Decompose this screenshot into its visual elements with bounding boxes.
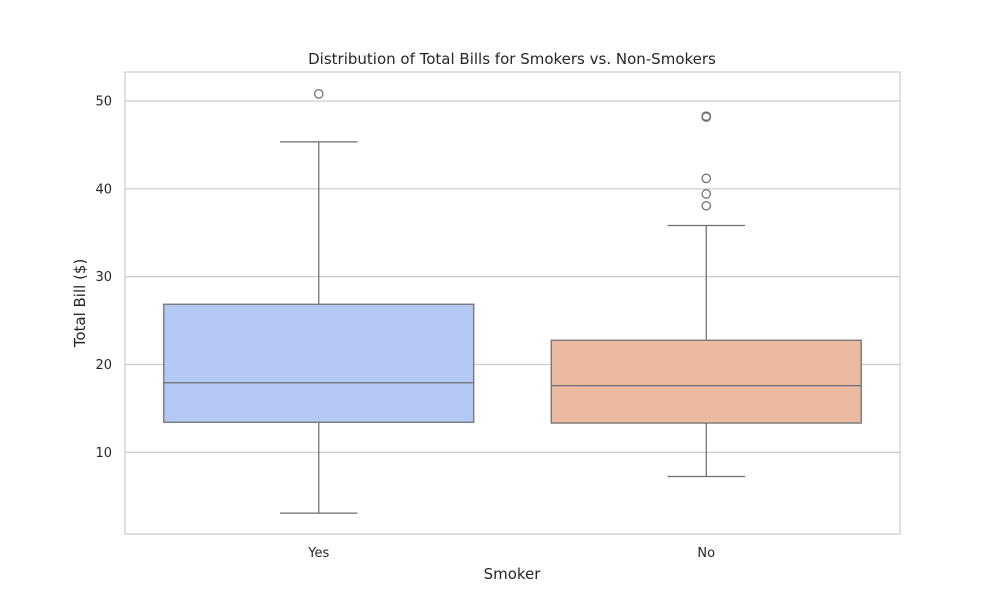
chart-title: Distribution of Total Bills for Smokers … [308, 50, 716, 68]
box-iqr [163, 303, 475, 423]
y-tick-label: 30 [95, 270, 112, 285]
x-tick-label: No [697, 546, 715, 561]
plot-area-frame [124, 71, 901, 535]
y-axis-label: Total Bill ($) [71, 259, 89, 349]
outlier-point [701, 173, 712, 184]
x-tick-labels: Yes No [307, 546, 715, 561]
outlier-point [701, 111, 712, 122]
x-tick-label: Yes [307, 546, 329, 561]
y-tick-label: 20 [95, 358, 112, 373]
outlier-point [701, 189, 712, 199]
box-layer [163, 89, 862, 514]
box-iqr [550, 339, 862, 424]
outlier-point [313, 89, 324, 99]
y-tick-labels: 10 20 30 40 50 [95, 94, 112, 460]
y-tick-label: 50 [95, 94, 112, 109]
y-tick-label: 40 [95, 182, 112, 197]
x-axis-label: Smoker [484, 565, 542, 583]
y-tick-label: 10 [95, 446, 112, 461]
outlier-point [701, 200, 712, 211]
box-group-yes [163, 89, 475, 514]
box-group-no [550, 111, 862, 478]
